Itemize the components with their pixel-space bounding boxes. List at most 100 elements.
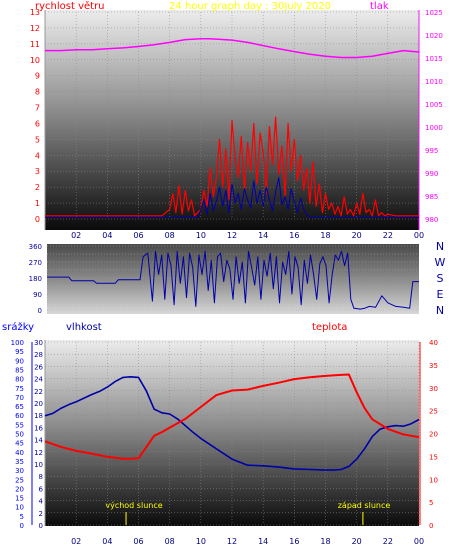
panel3-x-tick-label: 08 [165, 537, 175, 546]
sunrise-label: východ slunce [105, 501, 162, 510]
panel1-x-tick-label: 18 [320, 231, 330, 240]
direction-tick-label: 0 [38, 307, 42, 315]
temperature-tick-label: 30 [429, 385, 438, 393]
direction-tick-label: 180 [29, 275, 42, 283]
rain-tick-label: 20 [15, 485, 24, 493]
pressure-axis-title: tlak [370, 1, 389, 12]
wind-speed-tick-label: 4 [35, 151, 40, 160]
panel1-x-tick-label: 00 [414, 231, 424, 240]
panel1-x-tick-label: 04 [102, 231, 112, 240]
wind-direction-series [47, 250, 419, 310]
wind-speed-series [45, 116, 419, 217]
humidity-tick-label: 28 [34, 351, 43, 359]
temperature-tick-label: 35 [429, 362, 438, 370]
wind-axis-title: rychlost větru [35, 0, 105, 12]
wind-speed-tick-label: 9 [35, 72, 40, 81]
compass-label: S [437, 272, 444, 285]
temperature-tick-label: 10 [429, 476, 438, 484]
humidity-tick-label: 20 [34, 400, 43, 408]
humidity-tick-label: 26 [34, 363, 43, 371]
pressure-tick-label: 1000 [425, 124, 443, 132]
rain-tick-label: 50 [15, 431, 24, 439]
wind-speed-tick-label: 13 [30, 8, 40, 17]
temperature-tick-label: 5 [429, 499, 433, 507]
panel3-x-tick-label: 02 [71, 537, 81, 546]
panel1-x-tick-label: 20 [352, 231, 362, 240]
humidity-tick-label: 0 [39, 522, 43, 530]
panel1-x-tick-label: 14 [258, 231, 268, 240]
rain-tick-label: 95 [15, 348, 24, 356]
wind-speed-tick-label: 11 [30, 40, 40, 49]
temperature-axis-title: teplota [312, 322, 347, 333]
rain-tick-label: 70 [15, 394, 24, 402]
wind-speed-tick-label: 3 [35, 167, 40, 176]
temperature-tick-label: 20 [429, 431, 438, 439]
temperature-tick-label: 25 [429, 408, 438, 416]
rain-tick-label: 90 [15, 357, 24, 365]
humidity-axis-title: vlhkost [66, 322, 102, 333]
wind-direction-panel [47, 244, 419, 314]
humidity-tick-label: 6 [39, 485, 44, 493]
compass-label: W [435, 256, 446, 269]
panel1-x-tick-label: 08 [165, 231, 175, 240]
rain-tick-label: 75 [15, 385, 24, 393]
panel3-x-tick-label: 22 [383, 537, 393, 546]
wind-speed-tick-label: 2 [35, 183, 40, 192]
humidity-tick-label: 14 [34, 437, 43, 445]
panel1-x-tick-label: 12 [227, 231, 237, 240]
wind-speed-tick-label: 0 [35, 215, 40, 224]
direction-tick-label: 90 [33, 291, 42, 299]
panel3-x-tick-label: 12 [227, 537, 237, 546]
sunset-label: západ slunce [338, 501, 391, 510]
panel1-x-tick-label: 16 [289, 231, 299, 240]
temperature-tick-label: 40 [429, 339, 438, 347]
rain-tick-label: 10 [15, 504, 24, 512]
direction-tick-label: 360 [29, 243, 42, 251]
direction-tick-label: 270 [29, 259, 42, 267]
panel3-x-tick-label: 10 [196, 537, 206, 546]
temperature-tick-label: 0 [429, 522, 433, 530]
panel1-x-tick-label: 06 [133, 231, 143, 240]
panel3-x-tick-label: 16 [289, 537, 299, 546]
humidity-tick-label: 18 [34, 412, 43, 420]
humidity-tick-label: 16 [34, 424, 43, 432]
panel3-x-tick-label: 20 [352, 537, 362, 546]
temperature-tick-label: 15 [429, 453, 438, 461]
wind-speed-tick-label: 5 [35, 135, 40, 144]
wind-speed-tick-label: 1 [35, 199, 40, 208]
compass-label: N [436, 304, 444, 317]
rain-tick-label: 30 [15, 467, 24, 475]
rain-tick-label: 35 [15, 458, 24, 466]
compass-label: E [437, 288, 444, 301]
rain-tick-label: 15 [15, 495, 24, 503]
pressure-tick-label: 995 [425, 147, 438, 155]
wind-speed-tick-label: 7 [35, 104, 40, 113]
rain-tick-label: 55 [15, 421, 24, 429]
chart-title: 24 hour graph day : 30July 2020 [169, 1, 331, 12]
pressure-tick-label: 990 [425, 170, 438, 178]
rain-tick-label: 65 [15, 403, 24, 411]
panel3-x-tick-label: 14 [258, 537, 268, 546]
pressure-tick-label: 1015 [425, 55, 443, 63]
humidity-tick-label: 2 [39, 510, 43, 518]
humidity-tick-label: 22 [34, 388, 43, 396]
rain-tick-label: 45 [15, 440, 24, 448]
wind-speed-tick-label: 6 [35, 119, 40, 128]
wind-speed-tick-label: 8 [35, 88, 40, 97]
wind-speed-tick-label: 12 [30, 24, 40, 33]
panel1-x-tick-label: 02 [71, 231, 81, 240]
pressure-tick-label: 1025 [425, 9, 443, 17]
panel3-x-tick-label: 04 [102, 537, 112, 546]
rain-axis-title: srážky [2, 321, 34, 333]
panel3-x-tick-label: 18 [320, 537, 330, 546]
wind-speed-tick-label: 10 [30, 56, 40, 65]
temperature-series [44, 373, 420, 460]
rain-tick-label: 5 [20, 513, 24, 521]
rain-tick-label: 0 [20, 522, 24, 530]
wind-gust-series [45, 177, 419, 218]
humidity-tick-label: 30 [34, 339, 43, 347]
panel1-x-tick-label: 10 [196, 231, 206, 240]
rain-tick-label: 60 [15, 412, 24, 420]
humidity-tick-label: 10 [34, 461, 43, 469]
